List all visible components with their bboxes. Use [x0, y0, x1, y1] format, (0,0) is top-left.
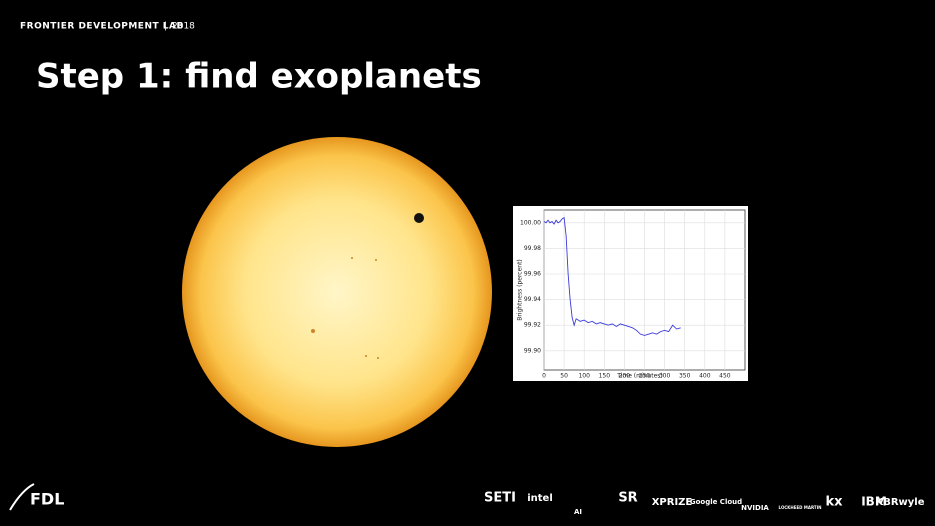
y-tick-label: 100.00 — [520, 219, 541, 226]
x-tick-label: 150 — [599, 373, 611, 380]
y-tick-label: 99.90 — [524, 347, 541, 354]
y-tick-label: 99.92 — [524, 322, 541, 329]
partner-logo: LOCKHEED MARTIN — [779, 505, 822, 510]
partner-logo: AI — [574, 508, 582, 516]
partner-logo: KBRwyle — [875, 497, 924, 508]
header-year: 2018 — [172, 22, 195, 32]
sunspots — [311, 257, 379, 359]
header-org: FRONTIER DEVELOPMENT LAB — [20, 22, 184, 32]
x-tick-label: 350 — [679, 373, 691, 380]
chart-frame — [513, 206, 748, 381]
partner-logo: SETI — [484, 491, 516, 506]
y-tick-label: 99.96 — [524, 271, 541, 278]
fdl-swoosh — [9, 483, 35, 511]
y-tick-label: 99.98 — [524, 245, 541, 252]
partner-logo: intel — [527, 493, 553, 504]
x-tick-label: 100 — [578, 373, 590, 380]
x-tick-label: 0 — [542, 373, 546, 380]
partner-logo: kx — [825, 495, 843, 510]
x-tick-label: 200 — [619, 373, 631, 380]
partner-logo: IBM — [861, 495, 887, 509]
sun-image — [182, 137, 492, 447]
x-axis-label: Time (minutes) — [616, 373, 663, 380]
x-tick-label: 250 — [639, 373, 651, 380]
y-tick-label: 99.94 — [524, 296, 541, 303]
partner-logo: Google Cloud — [690, 498, 742, 506]
partner-logo: NVIDIA — [741, 504, 769, 512]
header-separator: | — [164, 22, 167, 32]
partner-logo: SR — [618, 491, 637, 506]
planet-transit — [414, 213, 424, 223]
x-tick-label: 400 — [699, 373, 711, 380]
x-tick-label: 450 — [719, 373, 731, 380]
slide-title: Step 1: find exoplanets — [36, 57, 482, 97]
light-curve — [543, 216, 681, 336]
fdl-brand: FDL — [30, 490, 64, 509]
partner-logo: XPRIZE — [652, 497, 693, 508]
x-tick-label: 300 — [659, 373, 671, 380]
y-axis-label: Brightness (percent) — [517, 259, 524, 321]
x-tick-label: 50 — [560, 373, 568, 380]
